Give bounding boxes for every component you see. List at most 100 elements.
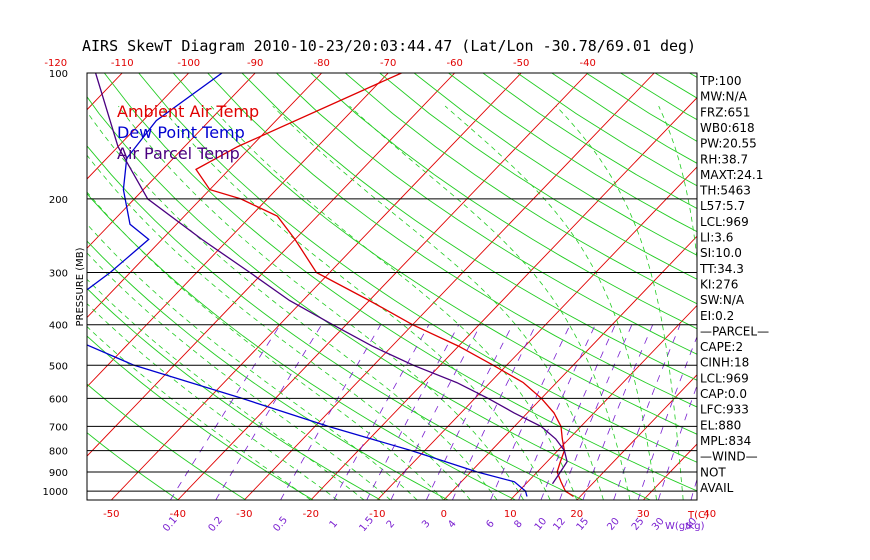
moist-adiabat-line: [87, 191, 445, 500]
dry-adiabat-line: [379, 73, 697, 280]
mixing-ratio-tick-label: 0.5: [271, 515, 290, 534]
legend: Ambient Air Temp Dew Point Temp Air Parcel…: [117, 102, 259, 163]
dry-adiabat-line: [87, 335, 314, 500]
dry-adiabat-line: [87, 145, 584, 500]
moist-adiabat-line: [87, 252, 391, 500]
pressure-tick-label: 900: [49, 468, 68, 479]
legend-entry: Air Parcel Temp: [117, 144, 240, 163]
pressure-tick-label: 500: [49, 361, 68, 372]
pressure-tick-label: 700: [49, 422, 68, 433]
pressure-tick-label: 300: [49, 269, 68, 280]
moist-adiabat-line: [272, 105, 604, 500]
stability-index-item: WB0:618: [700, 121, 755, 135]
moist-adiabat-line: [87, 223, 418, 500]
stability-index-item: EL:880: [700, 418, 741, 432]
stability-index-item: CAP:0.0: [700, 387, 747, 401]
dry-adiabat-line: [310, 73, 697, 330]
mixing-ratio-line: [490, 324, 571, 500]
isotherm-line: [87, 73, 123, 111]
bottom-temp-tick-label: -50: [103, 509, 119, 520]
stability-index-item: LI:3.6: [700, 231, 733, 245]
moist-adiabat-line: [87, 154, 471, 500]
pressure-tick-label: 100: [49, 69, 68, 80]
mixing-ratio-line: [333, 324, 430, 500]
moist-adiabat-line: [210, 105, 578, 500]
isotherm-line: [87, 73, 456, 457]
isotherm-line: [87, 73, 256, 249]
isotherm-line: [110, 73, 522, 500]
bottom-temp-ticks: -50 -40 -30 -20 -10 0 10 20 30 40: [103, 509, 716, 520]
mixing-ratio-line: [540, 324, 616, 500]
moist-adiabat-line: [555, 105, 684, 500]
isotherm-line: [243, 73, 655, 500]
pressure-tick-label: 600: [49, 394, 68, 405]
stability-index-item: TH:5463: [699, 184, 751, 198]
top-temp-tick-label: -120: [44, 58, 67, 69]
mixing-ratio-line: [366, 324, 460, 500]
bottom-temp-tick-label: 10: [504, 509, 517, 520]
isotherm-line: [443, 235, 697, 500]
series-line: [94, 73, 568, 485]
isotherm-line: [376, 166, 697, 500]
plot-frame: [86, 72, 698, 501]
bottom-temp-tick-label: -30: [236, 509, 252, 520]
stability-index-item: SI:10.0: [700, 246, 742, 260]
isotherm-line: [843, 73, 870, 500]
dry-adiabat-line: [207, 73, 697, 408]
mixing-ratio-tick-label: 2: [385, 518, 398, 530]
pressure-tick-label: 200: [49, 195, 68, 206]
mixing-ratio-lines: [170, 324, 697, 500]
stability-index-item: NOT: [700, 465, 726, 479]
mixing-ratio-tick-label: 12: [551, 516, 568, 533]
dry-adiabat-line: [413, 73, 697, 256]
mixing-ratio-tick-label: 4: [446, 518, 459, 530]
top-temp-tick-label: -90: [247, 58, 263, 69]
dry-adiabat-line: [138, 73, 697, 463]
dry-adiabat-line: [87, 96, 651, 500]
dry-adiabat-line: [276, 73, 697, 355]
mixing-ratio-line: [390, 324, 481, 500]
mixing-ratio-line: [280, 324, 382, 500]
stability-index-item: LCL:969: [700, 215, 749, 229]
stability-index-item: FRZ:651: [700, 105, 750, 119]
dry-adiabat-line: [103, 73, 697, 492]
bottom-temp-tick-label: 20: [570, 509, 583, 520]
stability-index-item: CAPE:2: [700, 340, 743, 354]
dry-adiabat-line: [87, 432, 179, 500]
pressure-tick-label: 1000: [43, 487, 68, 498]
bottom-temp-tick-label: -10: [369, 509, 385, 520]
moist-adiabat-line: [160, 105, 551, 500]
stability-index-item: TP:100: [699, 74, 742, 88]
dry-adiabat-lines: [87, 73, 870, 500]
mixing-ratio-line: [559, 324, 633, 500]
bottom-temp-tick-label: -20: [303, 509, 319, 520]
y-axis-label: PRESSURE (MB): [75, 247, 86, 326]
bottom-temp-tick-label: 0: [441, 509, 447, 520]
dry-adiabat-line: [345, 73, 697, 305]
dry-adiabat-line: [482, 73, 697, 210]
stability-index-item: KI:276: [700, 277, 738, 291]
moist-adiabat-line: [118, 105, 524, 500]
top-temp-tick-label: -110: [111, 58, 134, 69]
plot-area: [0, 73, 870, 500]
isotherm-line: [177, 73, 589, 500]
stability-index-item: MAXT:24.1: [700, 168, 763, 182]
pressure-tick-label: 400: [49, 321, 68, 332]
mixing-ratio-tick-label: 10: [533, 516, 550, 533]
isotherm-line: [310, 97, 697, 500]
top-temp-tick-label: -70: [380, 58, 396, 69]
isotherm-line: [0, 73, 56, 500]
dry-adiabat-line: [87, 383, 247, 500]
stability-index-item: MW:N/A: [700, 90, 748, 104]
mixing-ratio-line: [582, 324, 654, 500]
mixing-ratio-tick-label: 0.2: [207, 515, 226, 534]
chart-title: AIRS SkewT Diagram 2010-10-23/20:03:44.4…: [82, 37, 696, 55]
mixing-ratio-line: [425, 324, 513, 500]
mixing-ratio-tick-label: 6: [484, 518, 497, 530]
temperature-unit-label: T(C): [687, 510, 709, 521]
mixing-ratio-tick-label: 20: [605, 516, 622, 533]
stability-index-item: LFC:933: [700, 403, 749, 417]
pressure-tick-labels: 100 200 300 400 500 600 700 800 900 1000: [43, 69, 68, 498]
dry-adiabat-line: [517, 73, 697, 187]
dry-adiabat-line: [758, 73, 870, 500]
